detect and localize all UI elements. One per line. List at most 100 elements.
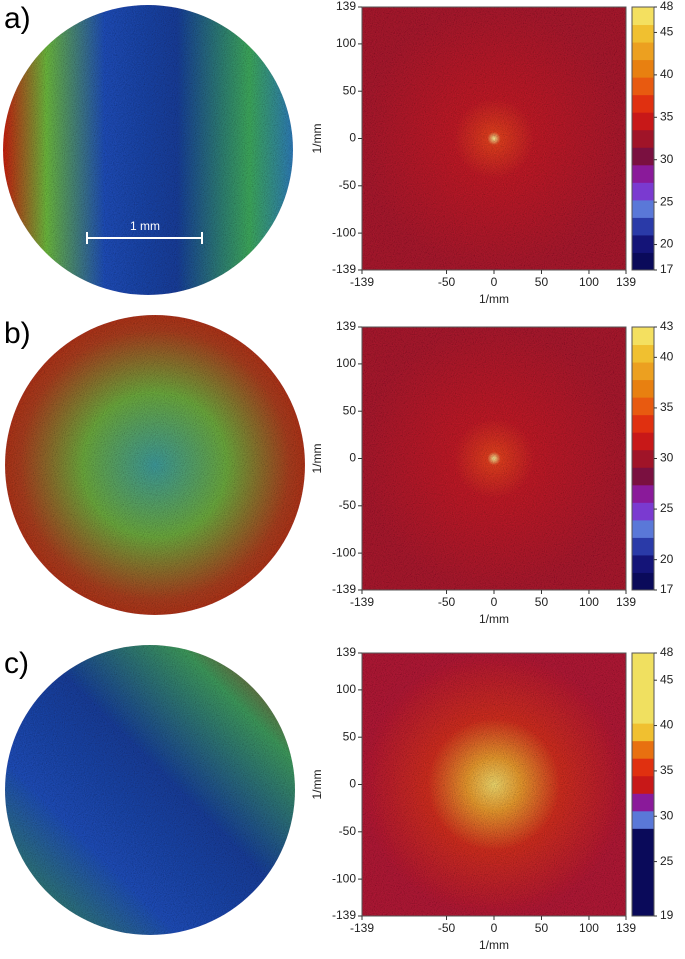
x-tick-label: 139 [616,595,636,609]
colorbar-segment [632,414,654,433]
colorbar-tick-label: 43 [660,319,674,333]
y-tick-label: -50 [339,498,357,512]
colorbar-segment [632,537,654,556]
y-tick-label: -50 [339,178,357,192]
colorbar-segment [632,758,654,777]
colorbar-tick-label: 35 [660,763,674,777]
colorbar-segment [632,845,654,864]
x-tick-label: 100 [579,921,599,935]
x-axis-label: 1/mm [479,612,509,626]
colorbar-tick-label: 17 [660,262,674,276]
colorbar-tick-label: 25 [660,854,674,868]
x-tick-label: 100 [579,275,599,289]
colorbar-tick-label: 40 [660,350,674,364]
colorbar-segment [632,234,654,253]
colorbar-frame [631,652,655,917]
colorbar-tick-label: 17 [660,582,674,596]
colorbar-tick-label: 30 [660,152,674,166]
x-tick-label: -50 [438,595,456,609]
y-tick-label: 100 [336,682,356,696]
x-axis-label: 1/mm [479,938,509,952]
colorbar-segment [632,880,654,899]
y-tick-label: 50 [343,729,357,743]
colorbar-segment [632,42,654,61]
y-tick-label: 139 [336,645,356,659]
surface-image [3,5,293,295]
colorbar-tick-label: 45 [660,672,674,686]
panel-label: b) [4,317,31,350]
y-tick-label: -100 [332,545,356,559]
y-axis-label: 1/mm [310,123,324,153]
colorbar-segment [632,793,654,812]
colorbar-segment [632,688,654,707]
x-tick-label: 50 [535,275,549,289]
y-tick-label: -139 [332,908,356,922]
colorbar-segment [632,705,654,724]
y-tick-label: -100 [332,225,356,239]
y-tick-label: 50 [343,83,357,97]
colorbar-tick-label: 30 [660,808,674,822]
y-tick-label: 100 [336,356,356,370]
panel-label: c) [4,647,29,680]
colorbar-segment [632,379,654,398]
colorbar-segment [632,147,654,166]
colorbar-segment [632,217,654,236]
x-tick-label: 0 [491,921,498,935]
colorbar-segment [632,449,654,468]
x-tick-label: 139 [616,275,636,289]
x-tick-label: 139 [616,921,636,935]
colorbar-segment [632,828,654,847]
y-tick-label: 0 [349,131,356,145]
y-axis-label: 1/mm [310,443,324,473]
y-tick-label: 139 [336,319,356,333]
colorbar-tick-label: 48 [660,0,674,13]
y-tick-label: 0 [349,451,356,465]
colorbar-segment [632,24,654,43]
colorbar-tick-label: 25 [660,194,674,208]
y-tick-label: 50 [343,403,357,417]
colorbar-tick-label: 19 [660,908,674,922]
colorbar-frame [631,6,655,271]
colorbar-segment [632,397,654,416]
colorbar-segment [632,164,654,183]
x-tick-label: 0 [491,595,498,609]
colorbar-segment [632,7,654,26]
scale-bar-label: 1 mm [130,219,160,233]
y-axis-label: 1/mm [310,769,324,799]
colorbar-tick-label: 25 [660,501,674,515]
colorbar-segment [632,863,654,882]
colorbar-tick-label: 40 [660,67,674,81]
colorbar-segment [632,775,654,794]
x-tick-label: -50 [438,275,456,289]
heatmap-image [362,327,626,590]
colorbar-segment [632,519,654,538]
colorbar-segment [632,199,654,218]
colorbar-segment [632,362,654,381]
surface-images [3,5,305,935]
surface-image [5,645,295,935]
panel-label: a) [4,2,31,35]
colorbar-segment [632,723,654,742]
colorbar-segment [632,898,654,917]
x-tick-label: 100 [579,595,599,609]
y-tick-label: -50 [339,824,357,838]
x-tick-label: -139 [350,921,374,935]
x-tick-label: -50 [438,921,456,935]
colorbar-segment [632,670,654,689]
x-tick-label: 50 [535,921,549,935]
colorbar-tick-label: 30 [660,451,674,465]
colorbar-tick-label: 35 [660,400,674,414]
colorbar-tick-label: 40 [660,718,674,732]
colorbar-tick-label: 20 [660,237,674,251]
heatmap-image [362,653,626,916]
colorbar-segment [632,467,654,486]
y-tick-label: -139 [332,262,356,276]
colorbar-segment [632,740,654,759]
x-tick-label: -139 [350,595,374,609]
y-tick-label: -100 [332,871,356,885]
colorbar-segment [632,653,654,672]
colorbar-segment [632,77,654,96]
y-tick-label: 100 [336,36,356,50]
colorbar-segment [632,554,654,573]
